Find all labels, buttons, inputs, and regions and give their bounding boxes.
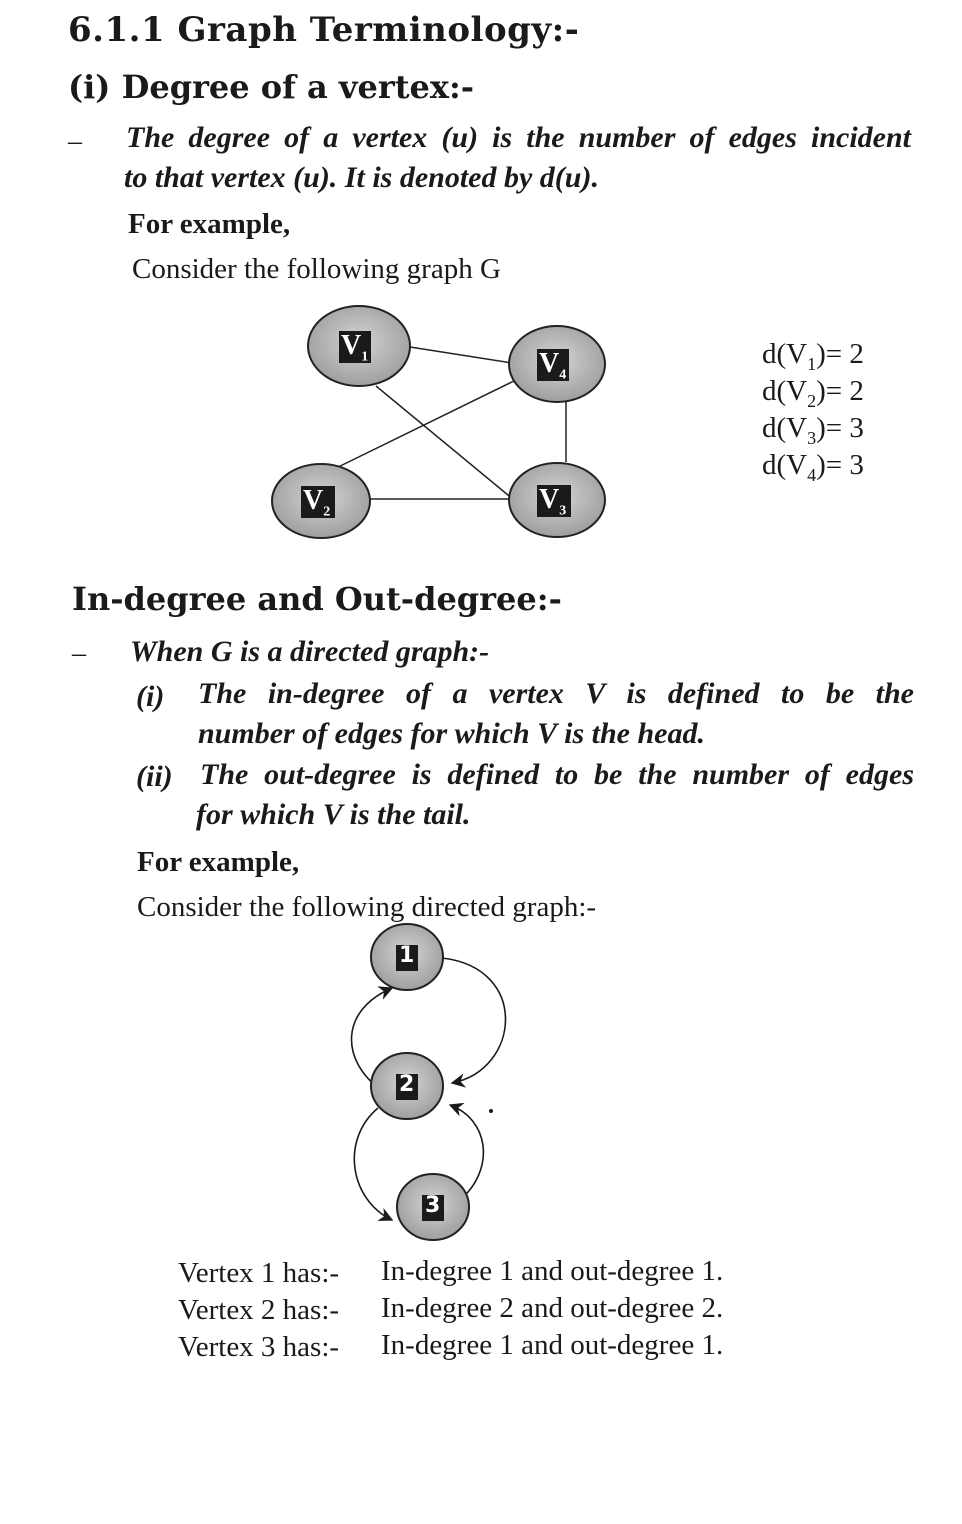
vertex-label-v1: V1: [341, 330, 369, 365]
vertex-label-v4: V4: [539, 348, 567, 383]
degree-definition-line2: to that vertex (u). It is denoted by d(u…: [124, 161, 599, 194]
out-degree-definition-line1: The out-degree is defined to be the numb…: [200, 758, 914, 791]
for-example-label-1: For example,: [128, 208, 291, 240]
directed-vertex-label-2: 2: [399, 1072, 415, 1097]
graph-edges: [327, 346, 567, 506]
item-i-marker: (i): [136, 680, 165, 713]
vertex-v3: [508, 462, 606, 538]
item-ii-marker: (ii): [136, 760, 173, 793]
degree-v2: d(V2)= 2: [762, 375, 864, 411]
in-out-degree-heading: In-degree and Out-degree:-: [72, 580, 562, 618]
vertex-summary-2-label: Vertex 2 has:-: [178, 1294, 340, 1326]
vertex-summary-2-desc: In-degree 2 and out-degree 2.: [381, 1292, 724, 1324]
vertex-v1: [307, 305, 411, 387]
consider-directed-graph: Consider the following directed graph:-: [137, 891, 597, 923]
directed-vertex-2: [370, 1052, 444, 1120]
when-directed-graph: When G is a directed graph:-: [130, 635, 490, 668]
degree-definition-line1: The degree of a vertex (u) is the number…: [126, 121, 911, 154]
edge-v1-v3: [375, 385, 521, 506]
arc-2-to-3: [353, 1107, 394, 1221]
stray-dot: [489, 1109, 493, 1113]
vertex-summary-1-desc: In-degree 1 and out-degree 1.: [381, 1255, 724, 1287]
vertex-summary-3-desc: In-degree 1 and out-degree 1.: [381, 1329, 724, 1361]
directed-vertex-3: [396, 1173, 470, 1241]
section-title: 6.1.1 Graph Terminology:-: [68, 10, 580, 50]
consider-graph-g: Consider the following graph G: [132, 253, 501, 285]
degree-v3: d(V3)= 3: [762, 412, 864, 448]
bullet-dash-2: –: [72, 638, 86, 669]
directed-vertex-1: [370, 923, 444, 991]
arc-3-to-2: [448, 1102, 485, 1201]
vertex-label-v2: V2: [303, 485, 331, 520]
arc-2-to-1: [350, 986, 394, 1091]
for-example-label-2: For example,: [137, 846, 300, 878]
vertex-label-v3: V3: [539, 484, 567, 519]
degree-v1: d(V1)= 2: [762, 338, 864, 374]
degree-v4: d(V4)= 3: [762, 449, 864, 485]
directed-graph-edges: [350, 957, 507, 1221]
in-degree-definition-line2: number of edges for which V is the head.: [198, 717, 705, 750]
bullet-dash-1: –: [68, 126, 82, 157]
edge-v1-v4: [409, 346, 513, 364]
directed-vertex-label-3: 3: [425, 1193, 441, 1218]
arc-1-to-2: [441, 957, 507, 1088]
vertex-v4: [508, 325, 606, 403]
vertex-summary-1-label: Vertex 1 has:-: [178, 1257, 340, 1289]
edge-v2-v4: [327, 377, 521, 473]
in-degree-definition-line1: The in-degree of a vertex V is defined t…: [198, 677, 914, 710]
out-degree-definition-line2: for which V is the tail.: [196, 798, 471, 831]
vertex-v2: [271, 463, 371, 539]
vertex-summary-3-label: Vertex 3 has:-: [178, 1331, 340, 1363]
directed-vertex-label-1: 1: [399, 943, 415, 968]
subsection-degree-heading: (i) Degree of a vertex:-: [68, 68, 475, 106]
